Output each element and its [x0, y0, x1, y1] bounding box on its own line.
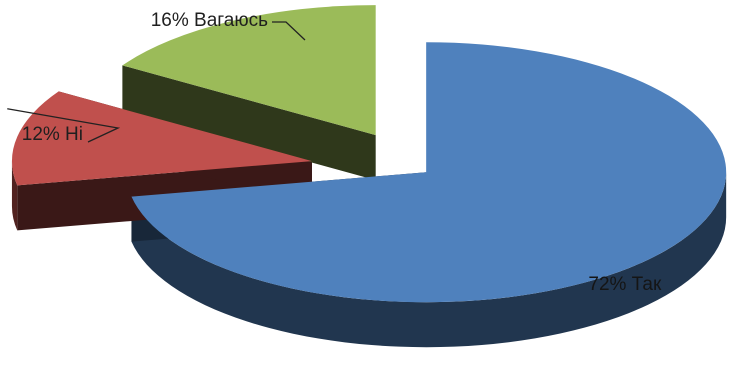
pie-slice-side-Ні: [11, 161, 18, 231]
pie-tops-layer: [11, 5, 727, 303]
pie-slice-wall-Вагаюсь-0: [122, 65, 376, 181]
pie-slice-Вагаюсь: [122, 5, 376, 136]
data-label-Ні: 12% Ні: [22, 124, 83, 145]
pie-slice-Так: [131, 42, 727, 303]
leader-lines-layer: [7, 21, 306, 143]
leader-line-Ні: [7, 108, 121, 143]
data-labels-layer: 72% Так 12% Ні 16% Вагаюсь: [22, 10, 662, 295]
leader-line-Вагаюсь: [272, 21, 306, 41]
pie-slice-side-Так: [131, 172, 727, 348]
data-label-Так: 72% Так: [588, 274, 662, 295]
pie-slice-Ні: [11, 91, 312, 186]
data-label-Вагаюсь: 16% Вагаюсь: [151, 10, 268, 31]
